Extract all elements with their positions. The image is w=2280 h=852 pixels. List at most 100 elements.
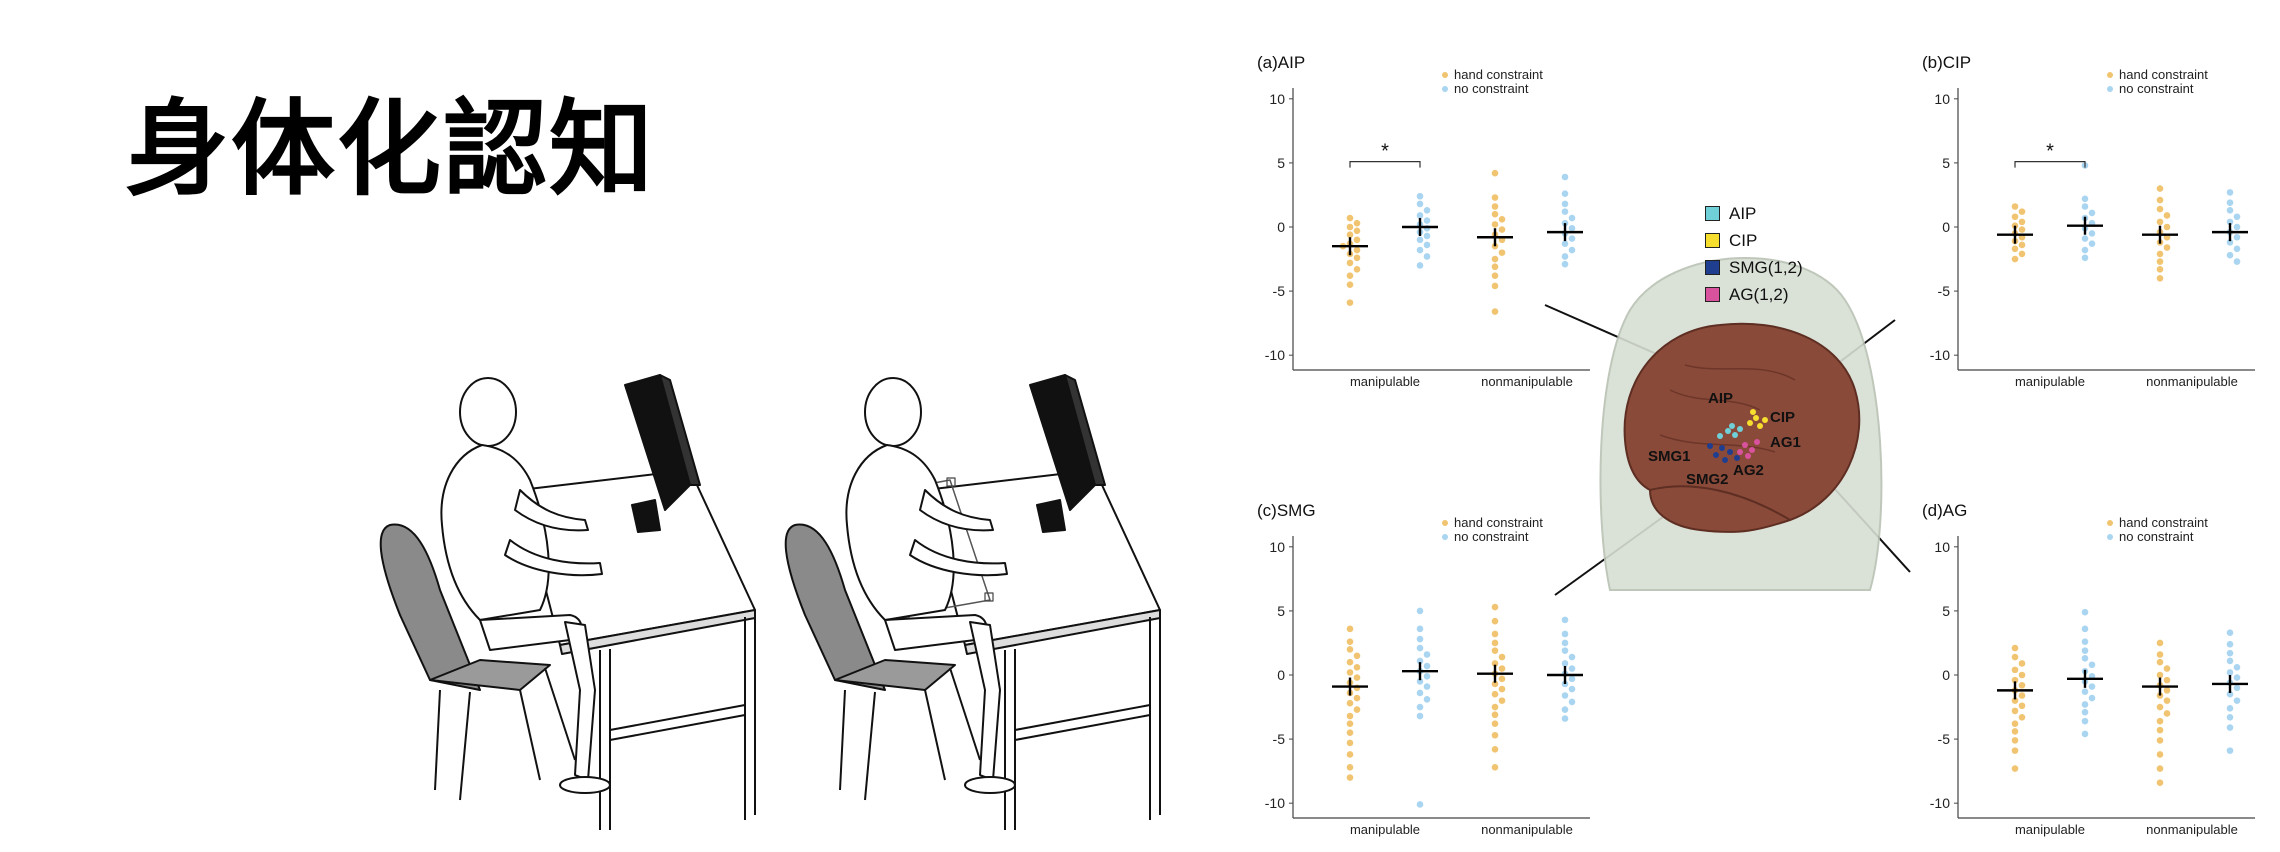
data-point <box>2011 747 2019 754</box>
data-point <box>2156 185 2164 192</box>
y-tick-label: 0 <box>1277 219 1285 235</box>
legend-label: hand constraint <box>1454 67 1543 82</box>
data-point <box>1346 720 1354 728</box>
data-point <box>1568 675 1576 683</box>
legend-swatch <box>1705 233 1720 248</box>
data-point <box>2081 254 2089 262</box>
data-point <box>1491 660 1499 667</box>
chart-panel-aip: (a)AIP 10 5 0 -5 -10 * manipulable nonmanipulabl… <box>1255 48 1590 404</box>
x-category-label: manipulable <box>1350 374 1420 389</box>
data-point <box>1561 173 1569 181</box>
data-point <box>2156 250 2164 258</box>
data-point <box>2011 666 2019 674</box>
data-point <box>1561 715 1569 722</box>
data-point <box>2018 692 2026 699</box>
data-point <box>2156 205 2164 213</box>
data-point <box>2163 665 2171 672</box>
data-point <box>1346 223 1354 231</box>
roi-legend-label: SMG(1,2) <box>1729 257 1803 277</box>
data-point <box>1423 683 1431 690</box>
y-tick-label: 10 <box>1934 91 1950 107</box>
data-point <box>2018 681 2026 689</box>
data-point <box>1561 253 1569 260</box>
data-point <box>2226 629 2234 636</box>
legend-marker <box>2107 520 2113 526</box>
data-point <box>2011 697 2019 704</box>
data-point <box>1346 281 1354 288</box>
data-point <box>1416 644 1424 652</box>
data-point <box>1353 227 1361 235</box>
data-point <box>1491 282 1499 290</box>
data-point <box>1353 219 1361 227</box>
data-point <box>1491 272 1499 280</box>
experiment-setup-illustration <box>379 374 1161 830</box>
data-point <box>1491 169 1499 177</box>
data-point <box>1416 657 1424 665</box>
roi-legend-item: SMG(1,2) <box>1705 254 1803 281</box>
data-point <box>2156 703 2164 711</box>
scene-hand-constraint <box>784 374 1161 830</box>
roi-legend-label: AG(1,2) <box>1729 284 1789 304</box>
roi-points <box>1707 409 1768 463</box>
data-point <box>1491 630 1499 638</box>
y-tick-label: -10 <box>1265 347 1285 363</box>
data-point <box>2233 697 2241 704</box>
brain-label-cip: CIP <box>1770 409 1795 426</box>
roi-legend-item: AG(1,2) <box>1705 281 1803 308</box>
data-point <box>2156 196 2164 204</box>
data-point <box>2226 657 2234 665</box>
data-point <box>2163 212 2171 219</box>
y-tick-label: 10 <box>1269 91 1285 107</box>
data-point <box>1416 200 1424 208</box>
data-point <box>2081 625 2089 633</box>
data-point <box>1353 664 1361 671</box>
legend-swatch <box>1705 260 1720 275</box>
legend-marker <box>2107 534 2113 540</box>
data-point <box>2018 250 2026 258</box>
data-point <box>2226 649 2234 657</box>
data-point <box>2226 705 2234 712</box>
data-point <box>1416 801 1424 808</box>
data-point <box>1491 720 1499 728</box>
data-point <box>2226 218 2234 226</box>
data-point <box>2226 640 2234 648</box>
data-point <box>1423 217 1431 224</box>
data-point <box>2163 687 2171 694</box>
data-point <box>2156 266 2164 273</box>
y-tick-label: 5 <box>1942 155 1950 171</box>
data-point <box>1568 653 1576 661</box>
brain-figure: AIP CIP AG1 SMG1 SMG2 AG2 <box>1599 256 1883 591</box>
scatter-chart: (a)AIP 10 5 0 -5 -10 * manipulable nonmanipulabl… <box>1257 53 1590 389</box>
data-point <box>2156 639 2164 647</box>
data-point <box>1491 617 1499 625</box>
data-point <box>2011 255 2019 263</box>
data-point <box>1423 253 1431 260</box>
data-point <box>1491 221 1499 228</box>
data-point <box>2233 233 2241 241</box>
x-category-label: manipulable <box>2015 822 2085 837</box>
data-point <box>2233 213 2241 221</box>
data-point <box>2081 195 2089 203</box>
y-tick-label: 0 <box>1942 667 1950 683</box>
data-point <box>1491 194 1499 201</box>
data-point <box>1568 246 1576 254</box>
data-point <box>2163 244 2171 251</box>
data-point <box>1353 236 1361 244</box>
data-point <box>1423 232 1431 240</box>
data-point <box>1416 192 1424 200</box>
data-point <box>2226 207 2234 214</box>
roi-legend-item: AIP <box>1705 200 1803 227</box>
data-point <box>1498 226 1506 233</box>
data-point <box>1498 675 1506 683</box>
data-point <box>1491 203 1499 210</box>
data-point <box>2226 251 2234 259</box>
data-point <box>2081 655 2089 662</box>
data-point <box>1346 699 1354 707</box>
legend-marker <box>2107 86 2113 92</box>
data-point <box>2163 710 2171 717</box>
y-tick-label: -5 <box>1273 731 1286 747</box>
data-point <box>1491 711 1499 719</box>
data-point <box>1416 625 1424 633</box>
data-point <box>2018 714 2026 721</box>
legend-marker <box>1442 520 1448 526</box>
